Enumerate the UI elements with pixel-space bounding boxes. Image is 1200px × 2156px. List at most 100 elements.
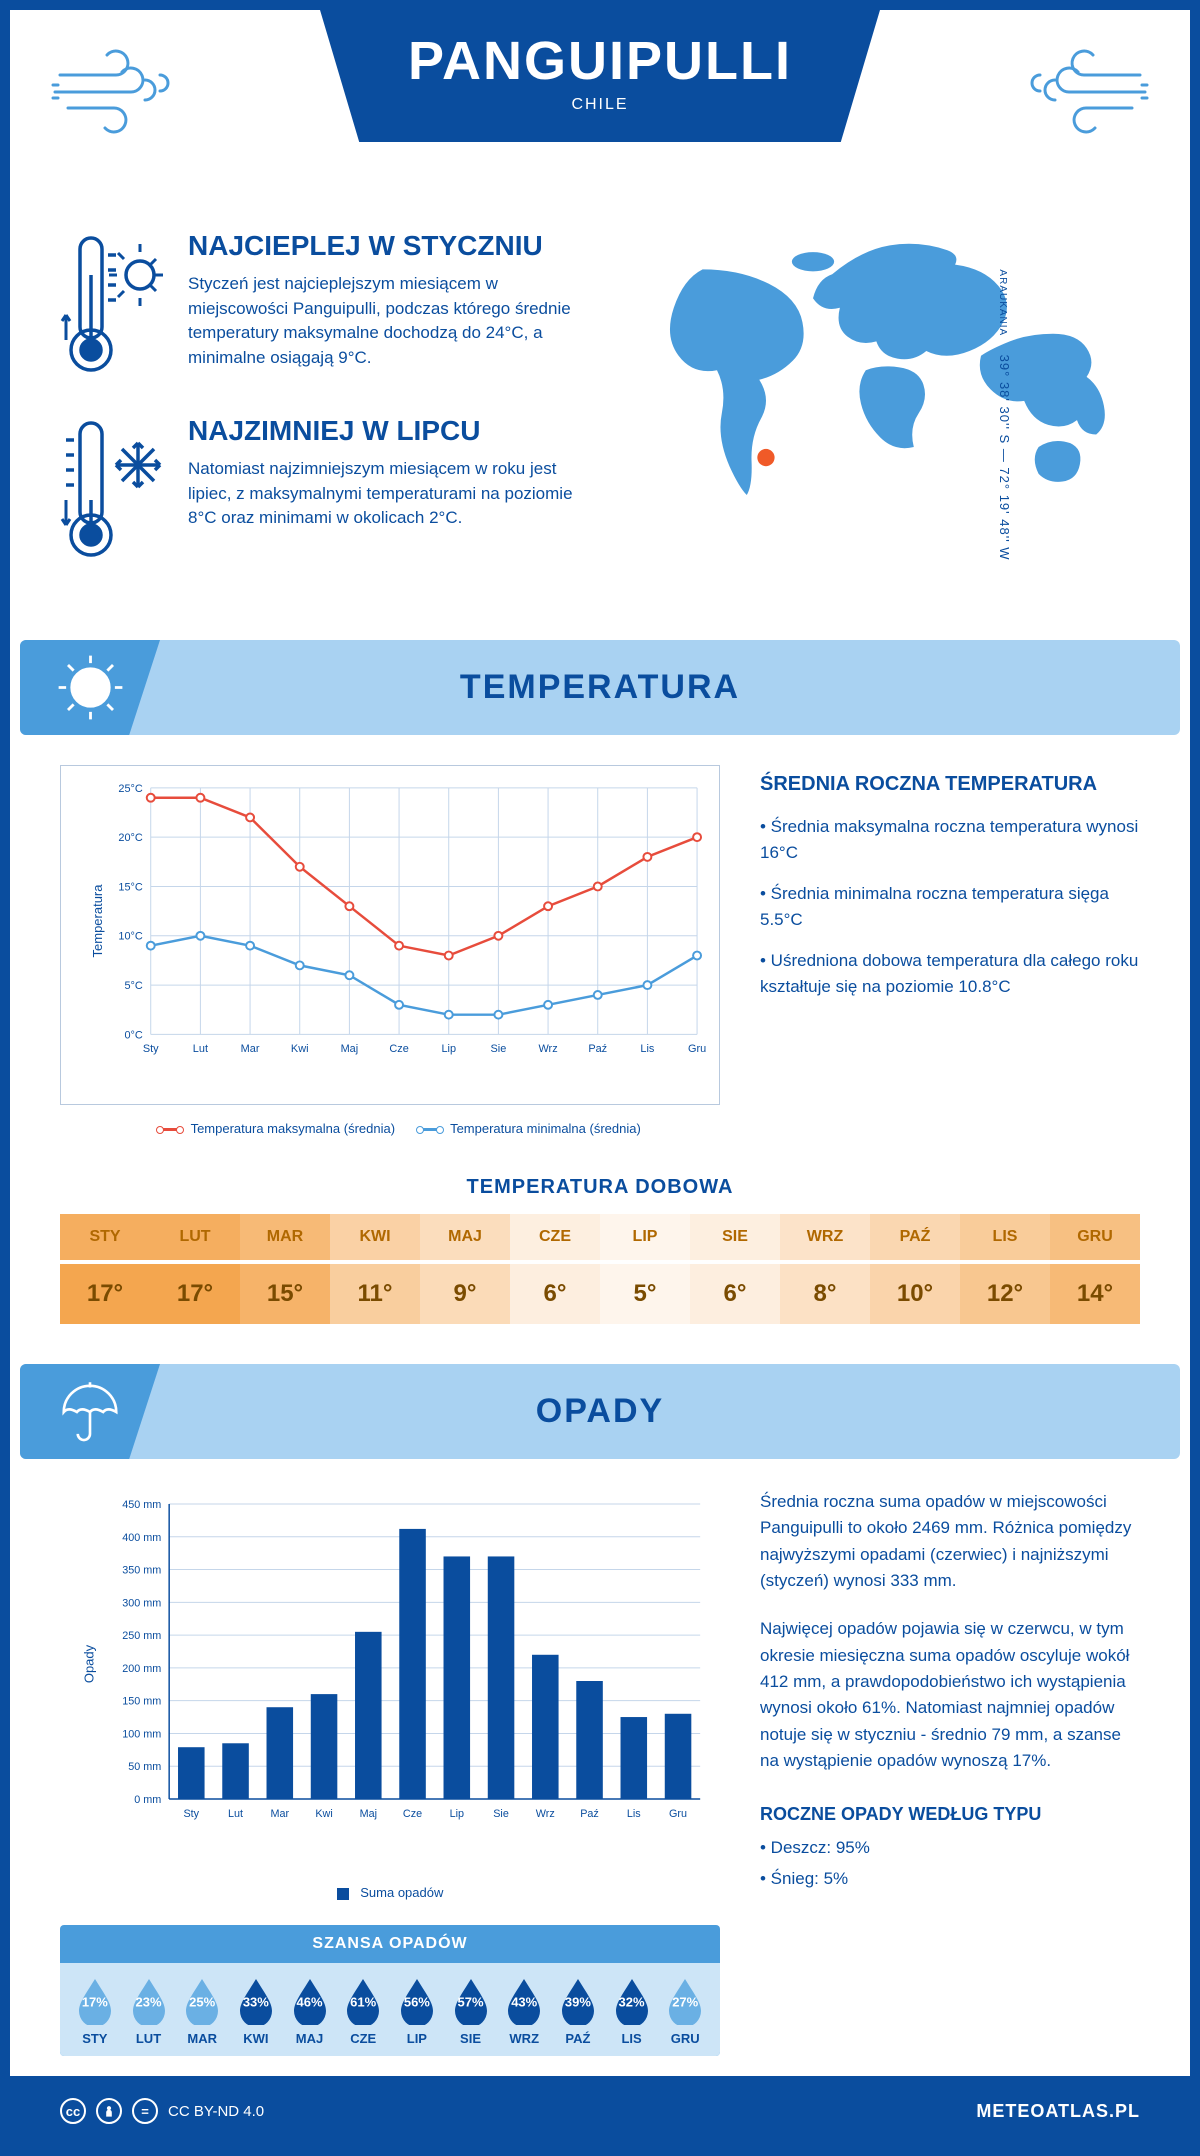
- droplet-icon: 43%: [504, 1977, 544, 2025]
- chance-cell: 39% PAŹ: [551, 1977, 605, 2046]
- svg-text:Kwi: Kwi: [315, 1808, 332, 1820]
- svg-text:15°C: 15°C: [118, 881, 143, 893]
- daily-month-label: MAR: [240, 1214, 330, 1260]
- region-text: ARAUKANIA: [997, 269, 1008, 336]
- droplet-icon: 23%: [129, 1977, 169, 2025]
- nd-icon: =: [132, 2098, 158, 2124]
- temp-stat-bullet: • Średnia minimalna roczna temperatura s…: [760, 881, 1140, 932]
- svg-text:200 mm: 200 mm: [122, 1663, 161, 1675]
- daily-temp-cell: LIS 12°: [960, 1214, 1050, 1324]
- svg-text:350 mm: 350 mm: [122, 1564, 161, 1576]
- coldest-block: NAJZIMNIEJ W LIPCU Natomiast najzimniejs…: [60, 415, 600, 570]
- temp-stats-title: ŚREDNIA ROCZNA TEMPERATURA: [760, 773, 1140, 796]
- daily-month-label: MAJ: [420, 1214, 510, 1260]
- svg-text:Cze: Cze: [403, 1808, 422, 1820]
- svg-text:Lip: Lip: [450, 1808, 464, 1820]
- daily-month-label: LIS: [960, 1214, 1050, 1260]
- temp-chart-wrap: 0°C5°C10°C15°C20°C25°CStyLutMarKwiMajCze…: [60, 765, 720, 1136]
- chance-title: SZANSA OPADÓW: [60, 1925, 720, 1963]
- warmest-text: Styczeń jest najcieplejszym miesiącem w …: [188, 272, 600, 371]
- chance-cell: 56% LIP: [390, 1977, 444, 2046]
- droplet-icon: 39%: [558, 1977, 598, 2025]
- daily-temp-value: 14°: [1050, 1260, 1140, 1324]
- svg-text:Lut: Lut: [228, 1808, 243, 1820]
- daily-temp-cell: PAŹ 10°: [870, 1214, 960, 1324]
- precip-legend: Suma opadów: [60, 1885, 720, 1900]
- cc-icon: cc: [60, 2098, 86, 2124]
- map-marker-icon: [757, 449, 774, 466]
- wind-icon-left: [50, 40, 180, 140]
- chance-percent: 46%: [297, 1994, 323, 2009]
- daily-month-label: CZE: [510, 1214, 600, 1260]
- daily-temp-value: 6°: [510, 1260, 600, 1324]
- precip-paragraph-1: Średnia roczna suma opadów w miejscowośc…: [760, 1489, 1140, 1594]
- legend-swatch-max: [159, 1128, 181, 1131]
- precip-legend-text: Suma opadów: [360, 1885, 443, 1900]
- warmest-block: NAJCIEPLEJ W STYCZNIU Styczeń jest najci…: [60, 230, 600, 385]
- chance-cell: 61% CZE: [336, 1977, 390, 2046]
- chance-month-label: WRZ: [497, 2031, 551, 2046]
- license-text: CC BY-ND 4.0: [168, 2103, 264, 2120]
- chance-cell: 17% STY: [68, 1977, 122, 2046]
- map-col: ARAUKANIA 39° 38' 30'' S — 72° 19' 48'' …: [630, 230, 1140, 600]
- chance-month-label: GRU: [658, 2031, 712, 2046]
- precip-left-col: 0 mm50 mm100 mm150 mm200 mm250 mm300 mm3…: [60, 1489, 720, 2056]
- svg-text:400 mm: 400 mm: [122, 1532, 161, 1544]
- daily-temp-cell: CZE 6°: [510, 1214, 600, 1324]
- legend-swatch-precip: [337, 1888, 349, 1900]
- svg-text:5°C: 5°C: [124, 980, 142, 992]
- droplet-icon: 46%: [290, 1977, 330, 2025]
- svg-text:20°C: 20°C: [118, 832, 143, 844]
- svg-text:Lis: Lis: [627, 1808, 641, 1820]
- title-banner: PANGUIPULLI CHILE: [320, 10, 880, 142]
- daily-temp-value: 6°: [690, 1260, 780, 1324]
- svg-text:Paź: Paź: [588, 1043, 607, 1055]
- chance-month-label: KWI: [229, 2031, 283, 2046]
- chance-percent: 33%: [243, 1994, 269, 2009]
- svg-text:Sie: Sie: [491, 1043, 507, 1055]
- svg-text:Paź: Paź: [580, 1808, 599, 1820]
- chance-percent: 56%: [404, 1994, 430, 2009]
- legend-swatch-min: [419, 1128, 441, 1131]
- daily-month-label: STY: [60, 1214, 150, 1260]
- precip-type-title: ROCZNE OPADY WEDŁUG TYPU: [760, 1804, 1140, 1825]
- droplet-icon: 61%: [343, 1977, 383, 2025]
- svg-text:Lut: Lut: [193, 1043, 208, 1055]
- daily-temp-cell: MAJ 9°: [420, 1214, 510, 1324]
- legend-max-text: Temperatura maksymalna (średnia): [191, 1121, 395, 1136]
- chance-cell: 27% GRU: [658, 1977, 712, 2046]
- daily-month-label: SIE: [690, 1214, 780, 1260]
- precipitation-section: 0 mm50 mm100 mm150 mm200 mm250 mm300 mm3…: [10, 1459, 1190, 2076]
- svg-text:100 mm: 100 mm: [122, 1728, 161, 1740]
- daily-temp-cell: MAR 15°: [240, 1214, 330, 1324]
- precipitation-bar-chart: 0 mm50 mm100 mm150 mm200 mm250 mm300 mm3…: [60, 1489, 720, 1869]
- svg-text:Sty: Sty: [143, 1043, 159, 1055]
- temp-legend: Temperatura maksymalna (średnia) Tempera…: [60, 1121, 720, 1136]
- daily-temp-value: 5°: [600, 1260, 690, 1324]
- precip-y-axis-title: Opady: [82, 1645, 97, 1683]
- daily-month-label: LIP: [600, 1214, 690, 1260]
- temp-stat-bullet: • Średnia maksymalna roczna temperatura …: [760, 814, 1140, 865]
- svg-text:Mar: Mar: [270, 1808, 289, 1820]
- svg-text:Mar: Mar: [241, 1043, 260, 1055]
- svg-text:450 mm: 450 mm: [122, 1499, 161, 1511]
- temp-y-axis-title: Temperatura: [90, 885, 105, 958]
- by-icon: [96, 2098, 122, 2124]
- daily-temp-value: 9°: [420, 1260, 510, 1324]
- daily-month-label: KWI: [330, 1214, 420, 1260]
- coords-text: 39° 38' 30'' S — 72° 19' 48'' W: [997, 355, 1012, 561]
- precipitation-banner: OPADY: [20, 1364, 1180, 1459]
- svg-text:300 mm: 300 mm: [122, 1597, 161, 1609]
- chance-cell: 57% SIE: [444, 1977, 498, 2046]
- daily-temp-cell: KWI 11°: [330, 1214, 420, 1324]
- page: PANGUIPULLI CHILE: [0, 0, 1200, 2156]
- legend-min-text: Temperatura minimalna (średnia): [450, 1121, 641, 1136]
- daily-temp-value: 11°: [330, 1260, 420, 1324]
- chance-cell: 43% WRZ: [497, 1977, 551, 2046]
- precip-right-col: Średnia roczna suma opadów w miejscowośc…: [760, 1489, 1140, 2056]
- umbrella-icon: [20, 1364, 160, 1459]
- svg-text:Maj: Maj: [360, 1808, 377, 1820]
- coldest-text: Natomiast najzimniejszym miesiącem w rok…: [188, 457, 600, 531]
- svg-text:50 mm: 50 mm: [128, 1761, 161, 1773]
- temp-stats: ŚREDNIA ROCZNA TEMPERATURA • Średnia mak…: [760, 765, 1140, 1136]
